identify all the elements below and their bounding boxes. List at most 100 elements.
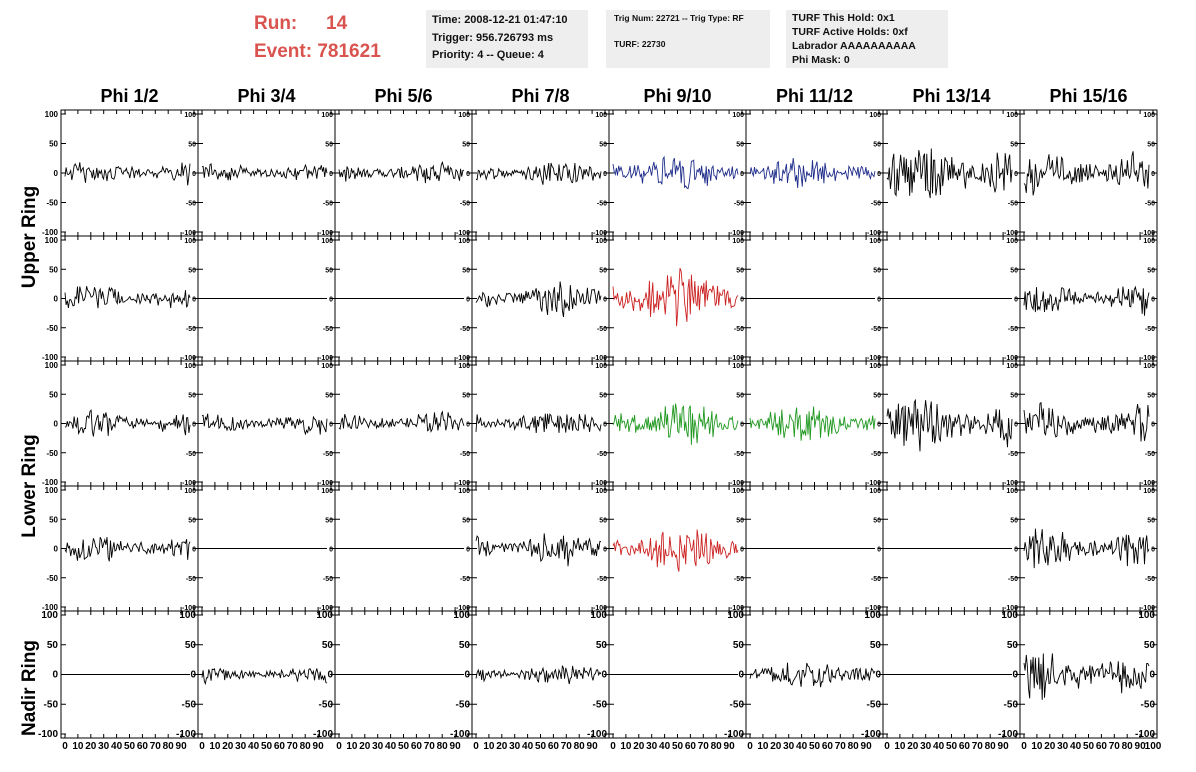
y-tick-label: 0 — [603, 297, 607, 304]
run-event-info: Run: 14 Event: 781621 — [254, 10, 381, 66]
y-tick-label: 100 — [732, 238, 744, 245]
y-tick-label: 100 — [45, 236, 59, 245]
y-tick-label: -50 — [871, 576, 881, 583]
y-tick-label: -50 — [460, 326, 470, 333]
y-tick-label: 100 — [732, 363, 744, 370]
panel-frame — [334, 109, 473, 237]
y-tick-label: 50 — [1147, 142, 1155, 149]
column-header: Phi 7/8 — [511, 86, 570, 106]
y-tick-label: -100 — [38, 729, 58, 740]
y-tick-label: 50 — [873, 267, 881, 274]
y-tick-label: -100 — [1004, 605, 1018, 612]
x-tick-label: 80 — [163, 741, 175, 752]
y-tick-label: 100 — [869, 363, 881, 370]
x-tick-label: 90 — [1135, 741, 1147, 752]
y-tick-label: 0 — [875, 670, 881, 681]
y-tick-label: 0 — [603, 547, 607, 554]
panel-frame — [1019, 485, 1158, 612]
column-header: Phi 9/10 — [643, 86, 712, 106]
turf-hold-text: TURF This Hold: 0x1 — [792, 12, 895, 24]
waveform-trace — [475, 162, 602, 185]
y-tick-label: 0 — [1014, 422, 1018, 429]
y-tick-label: 50 — [1010, 517, 1018, 524]
waveform-trace — [475, 533, 602, 567]
x-tick-label: 70 — [150, 741, 162, 752]
x-tick-label: 40 — [1070, 741, 1082, 752]
y-tick-label: 100 — [453, 610, 470, 621]
turf-active-text: TURF Active Holds: 0xf — [792, 26, 908, 38]
waveform-trace — [338, 410, 465, 433]
x-tick-label: 60 — [274, 741, 286, 752]
y-tick-label: -100 — [456, 355, 470, 362]
y-tick-label: 0 — [329, 422, 333, 429]
y-tick-label: 100 — [321, 363, 333, 370]
y-tick-label: -50 — [1008, 451, 1018, 458]
column-header: Phi 5/6 — [374, 86, 433, 106]
trigger-text: Trigger: 956.726793 ms — [432, 31, 554, 44]
x-tick-label: 80 — [711, 741, 723, 752]
waveform-trace — [1023, 151, 1150, 196]
x-tick-label: 50 — [672, 741, 684, 752]
y-tick-label: -100 — [456, 605, 470, 612]
x-tick-label: 20 — [907, 741, 919, 752]
y-tick-label: -100 — [182, 605, 196, 612]
y-tick-label: -100 — [593, 355, 607, 362]
x-tick-label: 40 — [933, 741, 945, 752]
x-tick-label: 40 — [522, 741, 534, 752]
y-tick-label: -100 — [176, 729, 196, 740]
y-tick-label: 50 — [462, 267, 470, 274]
event-value: 781621 — [317, 41, 381, 62]
y-tick-label: 0 — [192, 297, 196, 304]
x-tick-label: 100 — [1145, 741, 1162, 752]
y-tick-label: 100 — [869, 488, 881, 495]
panel-frame — [1019, 235, 1158, 362]
y-tick-label: -100 — [867, 480, 881, 487]
y-tick-label: 50 — [599, 142, 607, 149]
y-tick-label: 50 — [873, 517, 881, 524]
x-tick-label: 0 — [747, 741, 753, 752]
y-tick-label: -50 — [46, 574, 58, 583]
y-tick-label: 100 — [184, 363, 196, 370]
y-tick-label: 0 — [190, 670, 196, 681]
y-tick-label: 0 — [601, 670, 607, 681]
y-tick-label: -100 — [1141, 355, 1155, 362]
y-tick-label: 0 — [1014, 297, 1018, 304]
y-tick-label: 100 — [1006, 363, 1018, 370]
panel-frame — [60, 235, 199, 362]
y-tick-label: 50 — [47, 640, 59, 651]
y-tick-label: -50 — [44, 699, 59, 710]
y-tick-label: 50 — [462, 517, 470, 524]
y-tick-label: 0 — [603, 171, 607, 178]
y-tick-label: -100 — [42, 228, 59, 237]
column-header: Phi 13/14 — [912, 86, 991, 106]
x-tick-label: 40 — [796, 741, 808, 752]
y-tick-label: 50 — [185, 640, 197, 651]
x-tick-label: 0 — [1021, 741, 1027, 752]
waveform-trace — [612, 403, 739, 445]
y-tick-label: -100 — [867, 355, 881, 362]
y-tick-label: 100 — [590, 610, 607, 621]
y-tick-label: 50 — [736, 517, 744, 524]
y-tick-label: 50 — [49, 265, 58, 274]
panel-frame — [608, 485, 747, 612]
y-tick-label: 50 — [599, 392, 607, 399]
waveform-trace — [201, 163, 328, 181]
waveform-trace — [886, 148, 1013, 199]
y-tick-label: 50 — [599, 267, 607, 274]
x-tick-label: 30 — [98, 741, 110, 752]
y-tick-label: -100 — [319, 355, 333, 362]
y-tick-label: -100 — [319, 605, 333, 612]
x-tick-label: 80 — [985, 741, 997, 752]
waveform-trace — [64, 537, 191, 562]
x-tick-label: 60 — [685, 741, 697, 752]
waveform-trace — [749, 157, 876, 189]
y-tick-label: 100 — [595, 112, 607, 119]
y-tick-label: 0 — [192, 422, 196, 429]
x-tick-label: 0 — [473, 741, 479, 752]
y-tick-label: 0 — [1151, 547, 1155, 554]
turf-info-box: TURF This Hold: 0x1 TURF Active Holds: 0… — [786, 10, 948, 68]
x-tick-label: 10 — [1031, 741, 1043, 752]
y-tick-label: -100 — [456, 480, 470, 487]
column-header: Phi 1/2 — [100, 86, 159, 106]
x-tick-label: 80 — [300, 741, 312, 752]
